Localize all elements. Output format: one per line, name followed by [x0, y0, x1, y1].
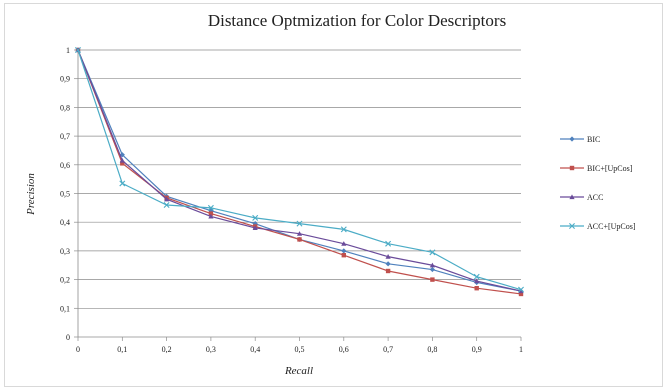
data-point-acc-upcos: [385, 240, 392, 247]
x-tick-label: 0,1: [117, 345, 127, 354]
x-tick-label: 0,5: [295, 345, 305, 354]
x-tick-label: 0: [76, 345, 80, 354]
series-bic: [75, 47, 524, 294]
data-point-bic-upcos: [341, 253, 346, 258]
x-tick-label: 0,8: [427, 345, 437, 354]
series-line-acc-upcos: [77, 49, 522, 291]
y-tick-label: 0,1: [60, 304, 70, 313]
series-acc-upcos: [75, 47, 524, 293]
y-tick-label: 0: [66, 333, 70, 342]
data-point-acc-upcos: [207, 204, 214, 211]
y-tick-label: 0,5: [60, 190, 70, 199]
data-point-bic-upcos: [120, 161, 125, 166]
data-point-bic-upcos: [385, 268, 391, 274]
data-point-bic: [341, 248, 347, 254]
legend-marker: [569, 136, 575, 142]
data-point-acc: [474, 278, 480, 284]
y-tick-labels: 0 0,1 0,2 0,3 0,4 0,5 0,6 0,7 0,8 0,9 1: [60, 46, 70, 342]
data-point-acc: [119, 157, 125, 163]
data-point-bic-upcos: [474, 286, 479, 291]
series-acc: [75, 47, 524, 294]
data-point-bic: [252, 221, 258, 227]
data-point-acc-upcos: [163, 201, 170, 208]
y-tick-label: 1: [66, 46, 70, 55]
x-tick-label: 0,9: [472, 345, 482, 354]
legend-item-bic-upcos: BIC+[UpCos]: [560, 164, 633, 173]
y-tick-label: 0,4: [60, 218, 70, 227]
data-point-bic: [429, 266, 435, 273]
y-axis-label: Precision: [25, 173, 37, 216]
x-tick-label: 0,3: [206, 345, 216, 354]
data-point-bic-upcos: [518, 291, 524, 297]
x-tick-label: 0,6: [339, 345, 349, 354]
data-point-bic-upcos: [430, 277, 435, 282]
data-point-acc-upcos: [119, 180, 126, 187]
chart-title: Distance Optmization for Color Descripto…: [208, 11, 506, 30]
series-group: [75, 47, 524, 297]
data-point-bic-upcos: [208, 211, 214, 216]
series-bic-upcos: [75, 47, 524, 297]
legend-label: BIC+[UpCos]: [587, 164, 633, 173]
legend-marker: [569, 223, 575, 229]
legend-item-acc: ACC: [560, 193, 603, 202]
data-point-acc: [341, 241, 347, 246]
legend-label: ACC+[UpCos]: [587, 222, 636, 231]
chart-frame: [4, 3, 663, 387]
legend-item-bic: BIC: [560, 135, 600, 144]
series-line-acc: [77, 49, 522, 292]
data-point-acc-upcos: [252, 214, 259, 221]
legend: BIC BIC+[UpCos] ACC ACC+[UpCos]: [560, 135, 636, 231]
y-tick-label: 0,2: [60, 276, 70, 285]
data-point-acc: [518, 288, 524, 294]
data-point-acc: [385, 254, 391, 259]
data-point-acc-upcos: [296, 220, 303, 227]
y-tick-label: 0,3: [60, 247, 70, 256]
x-tick-label: 0,4: [250, 345, 260, 354]
data-point-acc-upcos: [429, 249, 436, 256]
series-line-bic: [77, 49, 522, 292]
data-point-acc-upcos: [340, 226, 347, 233]
x-tick-labels: 0 0,1 0,2 0,3 0,4 0,5 0,6 0,7 0,8 0,9 1: [76, 345, 523, 354]
legend-item-acc-upcos: ACC+[UpCos]: [560, 222, 636, 231]
x-tick-label: 0,7: [383, 345, 393, 354]
x-tick-label: 1: [519, 345, 523, 354]
data-point-acc: [429, 262, 435, 268]
data-point-acc: [252, 225, 258, 231]
data-point-acc-upcos: [518, 286, 524, 293]
series-line-bic-upcos: [77, 49, 522, 295]
data-point-acc-upcos: [473, 273, 480, 280]
gridlines: [78, 49, 521, 309]
data-point-bic: [385, 261, 391, 267]
axes: [74, 49, 522, 341]
legend-marker: [569, 194, 575, 200]
y-tick-label: 0,7: [60, 132, 70, 141]
y-tick-label: 0,8: [60, 103, 70, 112]
data-point-acc-upcos: [75, 47, 81, 53]
legend-label: BIC: [587, 135, 600, 144]
x-axis-label: Recall: [284, 365, 313, 377]
data-point-acc: [296, 231, 303, 236]
data-point-acc: [164, 196, 170, 202]
y-tick-label: 0,9: [60, 75, 70, 84]
x-tick-label: 0,2: [162, 345, 172, 354]
legend-label: ACC: [587, 193, 603, 202]
data-point-bic-upcos: [297, 237, 302, 242]
y-tick-label: 0,6: [60, 161, 70, 170]
data-point-acc: [208, 213, 214, 219]
legend-marker: [569, 165, 575, 171]
